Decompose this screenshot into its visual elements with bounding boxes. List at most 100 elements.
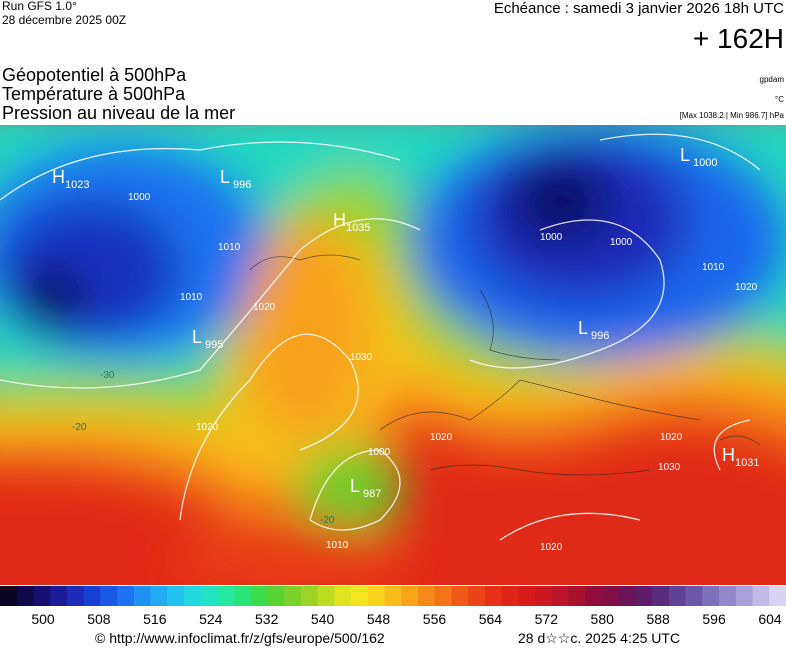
unit: [Max 1038.2 | Min 986.7] hPa xyxy=(680,111,785,120)
title: Température à 500hPa xyxy=(2,84,186,104)
center-value: 996 xyxy=(233,179,251,191)
isotherm-label: -30 xyxy=(100,370,115,381)
color-swatch xyxy=(418,586,436,606)
title: Géopotentiel à 500hPa xyxy=(2,65,187,85)
isobar-label: 1010 xyxy=(326,540,349,551)
color-swatch xyxy=(284,586,302,606)
isobar-labels: 1000 1010 1020 1010 1020 1030 1020 1000 1000 1010… xyxy=(72,192,758,553)
color-swatch xyxy=(518,586,536,606)
run-date: 28 décembre 2025 00Z xyxy=(2,13,126,27)
center-value: 995 xyxy=(205,339,223,351)
colorbar-label: 588 xyxy=(646,611,670,627)
color-swatch xyxy=(100,586,118,606)
isobar-label: 1020 xyxy=(430,432,453,443)
title: Pression au niveau de la mer xyxy=(2,103,235,123)
source: © http://www.infoclimat.fr/z/gfs/europe/… xyxy=(95,630,385,646)
isobar-label: 1020 xyxy=(253,302,276,313)
color-swatch xyxy=(618,586,636,606)
color-swatch xyxy=(568,586,586,606)
center-letter: L xyxy=(680,145,690,165)
colorbar-label: 604 xyxy=(758,611,782,627)
colorbar-label: 508 xyxy=(87,611,111,627)
color-swatch xyxy=(735,586,754,606)
color-swatch xyxy=(117,586,135,606)
valid-time: Echéance : samedi 3 janvier 2026 18h UTC xyxy=(494,0,784,17)
color-swatch xyxy=(702,586,720,606)
unit: °C xyxy=(775,95,784,104)
color-swatch xyxy=(234,586,252,606)
isotherm-label: -20 xyxy=(320,515,335,526)
isobar-label: 1020 xyxy=(196,422,219,433)
isobar-label: 1010 xyxy=(218,242,241,253)
color-swatch xyxy=(401,586,419,606)
color-swatch xyxy=(33,586,51,606)
colorbar-label: 500 xyxy=(31,611,55,627)
color-swatch xyxy=(551,586,570,606)
center-letter: H xyxy=(722,445,735,465)
center-value: 996 xyxy=(591,330,609,342)
colorbar-label: 564 xyxy=(479,611,503,627)
color-swatch xyxy=(317,586,335,606)
center-letter: L xyxy=(192,327,202,347)
run: Run GFS 1.0° xyxy=(2,0,77,13)
color-swatch xyxy=(50,586,68,606)
color-swatch xyxy=(668,586,687,606)
color-swatch xyxy=(351,586,369,606)
center-letter: H xyxy=(333,210,346,230)
color-swatch xyxy=(167,586,185,606)
colorbar-label: 524 xyxy=(199,611,223,627)
color-swatch xyxy=(484,586,503,606)
color-swatch xyxy=(66,586,85,606)
color-swatch xyxy=(301,586,319,606)
color-swatch xyxy=(752,586,770,606)
color-swatch xyxy=(535,586,553,606)
colorbar-label: 556 xyxy=(423,611,447,627)
lead-time: + 162H xyxy=(693,23,784,54)
timestamp: 28 d☆☆c. 2025 4:25 UTC xyxy=(518,630,680,646)
colorbar-label: 540 xyxy=(311,611,335,627)
center-value: 1035 xyxy=(346,222,370,234)
colorbar-label: 580 xyxy=(591,611,615,627)
color-swatch xyxy=(133,586,152,606)
color-swatch xyxy=(384,586,402,606)
color-swatch xyxy=(635,586,653,606)
color-swatch xyxy=(367,586,386,606)
isobar-label: 1010 xyxy=(180,292,203,303)
color-swatch xyxy=(16,586,34,606)
isobar-label: 1030 xyxy=(658,462,681,473)
map xyxy=(0,125,786,585)
colorbar-label: 548 xyxy=(367,611,391,627)
unit: gpdam xyxy=(760,75,785,84)
center-value: 1000 xyxy=(693,157,717,169)
color-swatch xyxy=(602,586,620,606)
color-swatch xyxy=(0,586,18,606)
center-letter: L xyxy=(578,318,588,338)
center-value: 987 xyxy=(363,488,381,500)
color-swatch xyxy=(150,586,168,606)
center-letter: L xyxy=(350,476,360,496)
color-swatch xyxy=(183,586,202,606)
isotherm-label: -20 xyxy=(72,422,87,433)
color-swatch xyxy=(267,586,285,606)
color-swatch xyxy=(434,586,453,606)
colorbar: 500 508 516 524 532 540 548 556 564 572 580 588 596 6… xyxy=(0,586,786,627)
color-swatch xyxy=(769,586,786,606)
color-swatch xyxy=(585,586,603,606)
isobar-label: 1020 xyxy=(660,432,683,443)
center-letter: L xyxy=(220,167,230,187)
color-swatch xyxy=(250,586,269,606)
colorbar-label: 516 xyxy=(143,611,167,627)
center-letter: H xyxy=(52,167,65,187)
color-swatch xyxy=(451,586,469,606)
color-swatch xyxy=(83,586,101,606)
colorbar-label: 532 xyxy=(255,611,279,627)
colorbar-label: 596 xyxy=(702,611,726,627)
color-swatch xyxy=(334,586,352,606)
isobar-label: 1010 xyxy=(702,262,725,273)
color-swatch xyxy=(685,586,703,606)
isobar-label: 1020 xyxy=(735,282,758,293)
color-swatch xyxy=(652,586,670,606)
isobar-label: 1000 xyxy=(128,192,151,203)
isobar-label: 1000 xyxy=(610,237,633,248)
